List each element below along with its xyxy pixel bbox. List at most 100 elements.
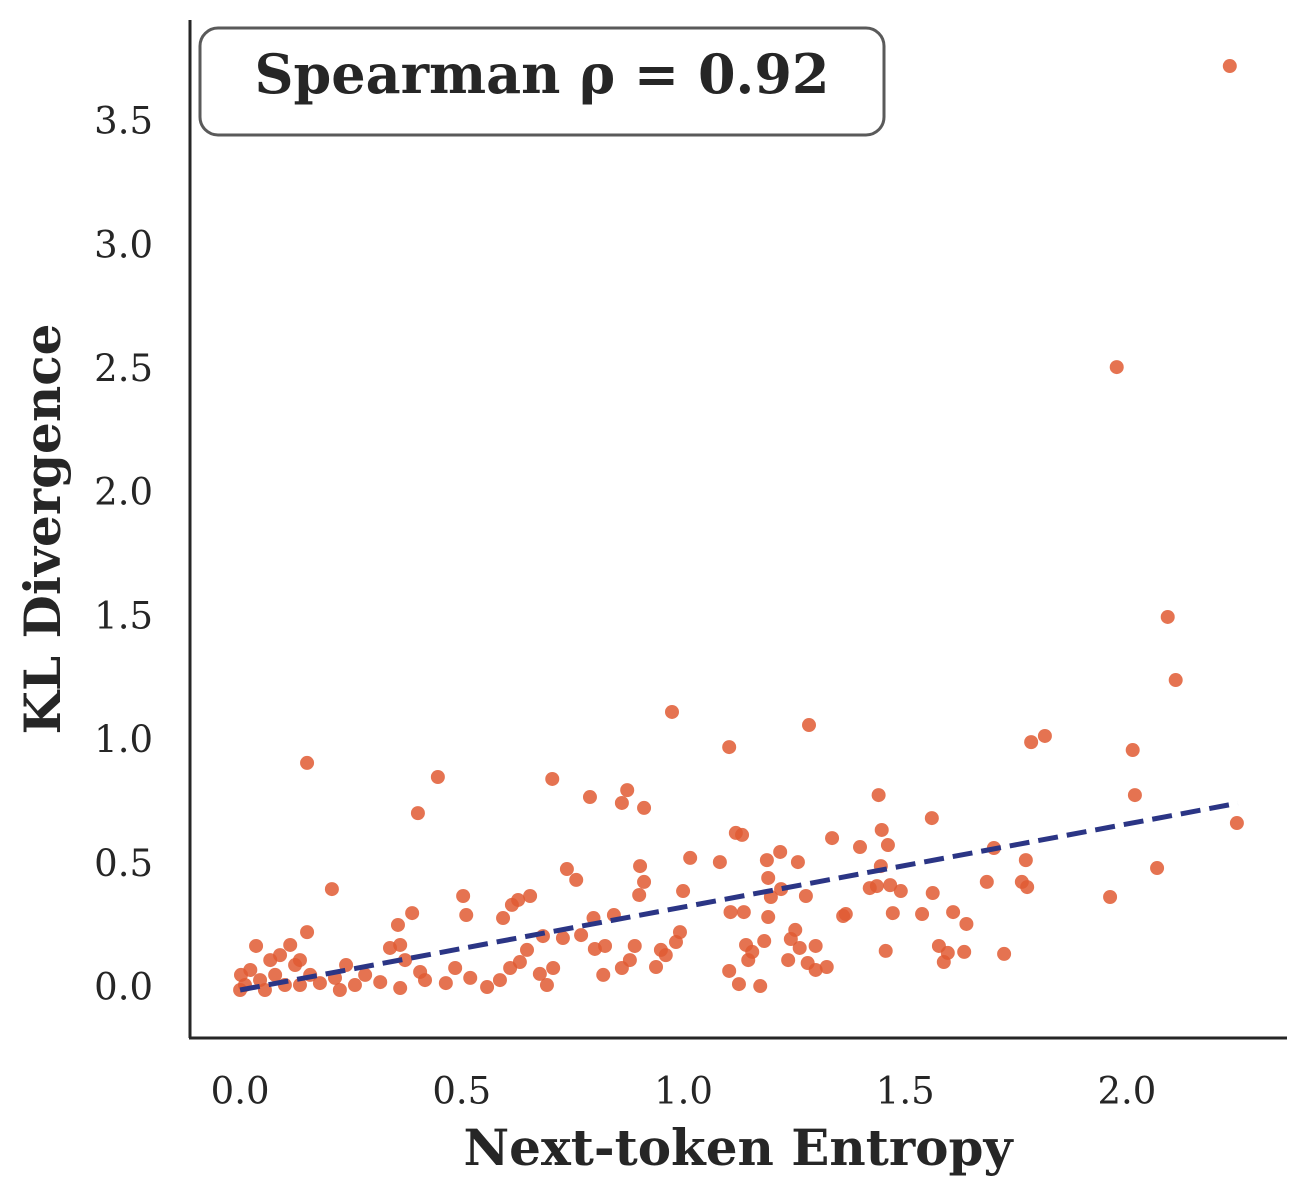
scatter-point	[649, 959, 664, 974]
scatter-point	[393, 981, 408, 996]
scatter-point	[880, 838, 895, 853]
scatter-point	[637, 874, 652, 889]
scatter-point	[788, 922, 803, 937]
annotation-box	[198, 26, 886, 137]
scatter-point	[523, 888, 538, 903]
y-tick-label: 2.5	[94, 347, 153, 390]
scatter-point	[459, 908, 474, 923]
scatter-point	[546, 960, 561, 975]
scatter-point	[569, 872, 584, 887]
scatter-point	[574, 928, 589, 943]
scatter-point	[915, 907, 930, 922]
scatter-point	[940, 945, 955, 960]
scatter-point	[925, 886, 940, 901]
scatter-point	[668, 935, 683, 950]
y-tick-label: 1.5	[94, 594, 153, 637]
scatter-point	[504, 897, 519, 912]
scatter-point	[288, 958, 303, 973]
scatter-point	[292, 978, 307, 993]
scatter-point	[430, 770, 445, 785]
scatter-point	[723, 905, 738, 920]
scatter-point	[463, 970, 478, 985]
scatter-point	[722, 963, 737, 978]
scatter-point	[790, 855, 805, 870]
scatter-point	[1037, 728, 1052, 743]
scatter-point	[300, 755, 315, 770]
scatter-point	[871, 788, 886, 803]
scatter-point	[1109, 360, 1124, 375]
scatter-point	[712, 855, 727, 870]
scatter-point	[268, 967, 283, 982]
scatter-point	[1014, 874, 1029, 889]
scatter-point	[312, 976, 327, 991]
scatter-point	[808, 962, 823, 977]
plot-area	[233, 59, 1244, 998]
scatter-point	[885, 906, 900, 921]
scatter-point	[249, 938, 264, 953]
scatter-point	[957, 944, 972, 959]
scatter-point	[852, 840, 867, 855]
scatter-point	[1150, 861, 1165, 876]
scatter-point	[722, 740, 737, 755]
scatter-point	[555, 931, 570, 946]
scatter-point	[257, 983, 272, 998]
scatter-point	[728, 825, 743, 840]
scatter-point	[596, 967, 611, 982]
scatter-point	[1229, 816, 1244, 831]
scatter-point	[300, 925, 315, 940]
y-tick-label: 1.0	[94, 718, 153, 761]
scatter-point	[893, 884, 908, 899]
scatter-point	[757, 934, 772, 949]
scatter-point	[1024, 735, 1039, 750]
scatter-point	[627, 938, 642, 953]
scatter-point	[633, 859, 648, 874]
scatter-point	[263, 953, 278, 968]
scatter-point	[676, 884, 691, 899]
scatter-point	[878, 943, 893, 958]
y-axis-label: KL Divergence	[13, 324, 72, 735]
x-tick-label: 0.5	[432, 1070, 491, 1113]
y-tick-label: 2.0	[94, 471, 153, 514]
scatter-point	[1160, 609, 1175, 624]
scatter-point	[808, 938, 823, 953]
scatter-point	[582, 790, 597, 805]
scatter-point	[773, 844, 788, 859]
x-tick-label: 1.5	[876, 1070, 935, 1113]
scatter-point	[545, 771, 560, 786]
scatter-point	[324, 882, 339, 897]
scatter-point	[637, 800, 652, 815]
y-tick-label: 3.5	[94, 100, 153, 143]
scatter-point	[539, 978, 554, 993]
scatter-point	[802, 718, 817, 733]
scatter-point	[614, 960, 629, 975]
scatter-point	[924, 811, 939, 826]
scatter-point	[398, 953, 413, 968]
scatter-point	[496, 911, 511, 926]
scatter-point	[1222, 59, 1237, 74]
scatter-point	[874, 822, 889, 837]
scatter-point	[736, 905, 751, 920]
scatter-point	[946, 905, 961, 920]
scatter-point	[620, 783, 635, 798]
x-axis-label: Next-token Entropy	[463, 1118, 1014, 1177]
scatter-point	[979, 874, 994, 889]
scatter-point	[761, 910, 776, 925]
scatter-point	[862, 881, 877, 896]
scatter-point	[382, 940, 397, 955]
scatter-point	[418, 973, 433, 988]
x-tick-label: 1.0	[654, 1070, 713, 1113]
scatter-point	[410, 806, 425, 821]
scatter-point	[997, 946, 1012, 961]
scatter-point	[653, 942, 668, 957]
scatter-point	[683, 850, 698, 865]
scatter-point	[347, 978, 362, 993]
scatter-point	[1125, 743, 1140, 758]
scatter-point	[959, 916, 974, 931]
scatter-point	[731, 977, 746, 992]
scatter-point	[664, 704, 679, 719]
scatter-point	[825, 831, 840, 846]
scatter-point	[819, 959, 834, 974]
scatter-point	[1127, 788, 1142, 803]
scatter-point	[1103, 889, 1118, 904]
